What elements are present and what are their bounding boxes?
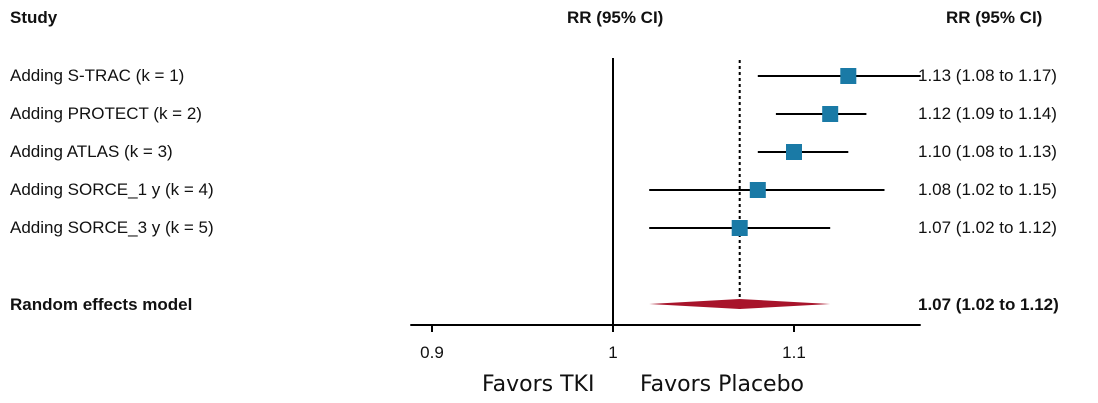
study-ci-4: 1.08 (1.02 to 1.15) [918,180,1057,199]
study-label-4: Adding SORCE_1 y (k = 4) [10,180,214,199]
study-ci-2: 1.12 (1.09 to 1.14) [918,104,1057,123]
summary-ci: 1.07 (1.02 to 1.12) [918,295,1059,314]
study-column-header: Study [10,8,58,27]
study-label-3: Adding ATLAS (k = 3) [10,142,173,161]
x-tick-label-1: 0.9 [420,343,444,362]
effect-square-1 [840,68,857,84]
study-label-2: Adding PROTECT (k = 2) [10,104,202,123]
summary-label: Random effects model [10,295,193,314]
x-tick-label-2: 1 [608,343,617,362]
study-ci-1: 1.13 (1.08 to 1.17) [918,66,1057,85]
favors-tki-label: Favors TKI [482,372,595,397]
effect-square-2 [822,106,839,122]
favors-placebo-label: Favors Placebo [640,372,805,397]
study-ci-5: 1.07 (1.02 to 1.12) [918,218,1057,237]
effect-square-3 [786,144,802,160]
rr-column-header-right: RR (95% CI) [946,8,1043,27]
rr-column-header-mid: RR (95% CI) [567,8,664,27]
effect-square-5 [731,220,748,236]
x-tick-label-3: 1.1 [782,343,806,362]
study-label-5: Adding SORCE_3 y (k = 5) [10,218,214,237]
study-label-1: Adding S-TRAC (k = 1) [10,66,185,85]
study-ci-3: 1.10 (1.08 to 1.13) [918,142,1057,161]
pooled-diamond [649,299,831,309]
effect-square-4 [749,182,766,198]
